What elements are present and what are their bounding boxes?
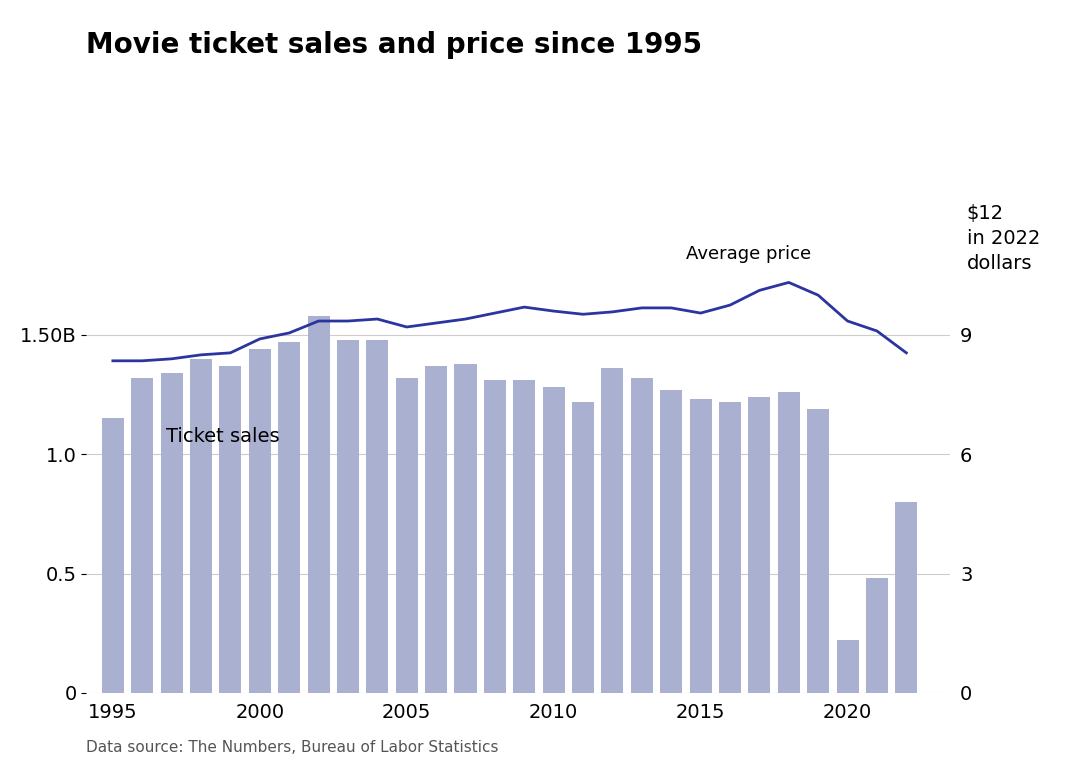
Bar: [866, 578, 888, 693]
Bar: [748, 397, 770, 693]
Text: Ticket sales: Ticket sales: [165, 427, 280, 447]
Bar: [102, 419, 124, 693]
Bar: [660, 390, 683, 693]
Bar: [837, 641, 859, 693]
Bar: [279, 342, 300, 693]
Text: $12
in 2022
dollars: $12 in 2022 dollars: [967, 204, 1040, 273]
Bar: [513, 380, 536, 693]
Bar: [395, 378, 418, 693]
Text: Average price: Average price: [686, 246, 811, 263]
Bar: [190, 359, 212, 693]
Bar: [337, 340, 359, 693]
Bar: [308, 316, 329, 693]
Bar: [807, 409, 829, 693]
Bar: [542, 387, 565, 693]
Bar: [572, 402, 594, 693]
Bar: [219, 366, 242, 693]
Bar: [455, 363, 476, 693]
Bar: [426, 366, 447, 693]
Bar: [248, 350, 271, 693]
Bar: [631, 378, 652, 693]
Bar: [161, 373, 183, 693]
Bar: [131, 378, 153, 693]
Text: Movie ticket sales and price since 1995: Movie ticket sales and price since 1995: [86, 31, 702, 59]
Bar: [484, 380, 505, 693]
Text: Data source: The Numbers, Bureau of Labor Statistics: Data source: The Numbers, Bureau of Labo…: [86, 740, 499, 755]
Bar: [719, 402, 741, 693]
Bar: [690, 400, 712, 693]
Bar: [778, 392, 800, 693]
Bar: [602, 368, 623, 693]
Bar: [895, 502, 917, 693]
Bar: [366, 340, 389, 693]
